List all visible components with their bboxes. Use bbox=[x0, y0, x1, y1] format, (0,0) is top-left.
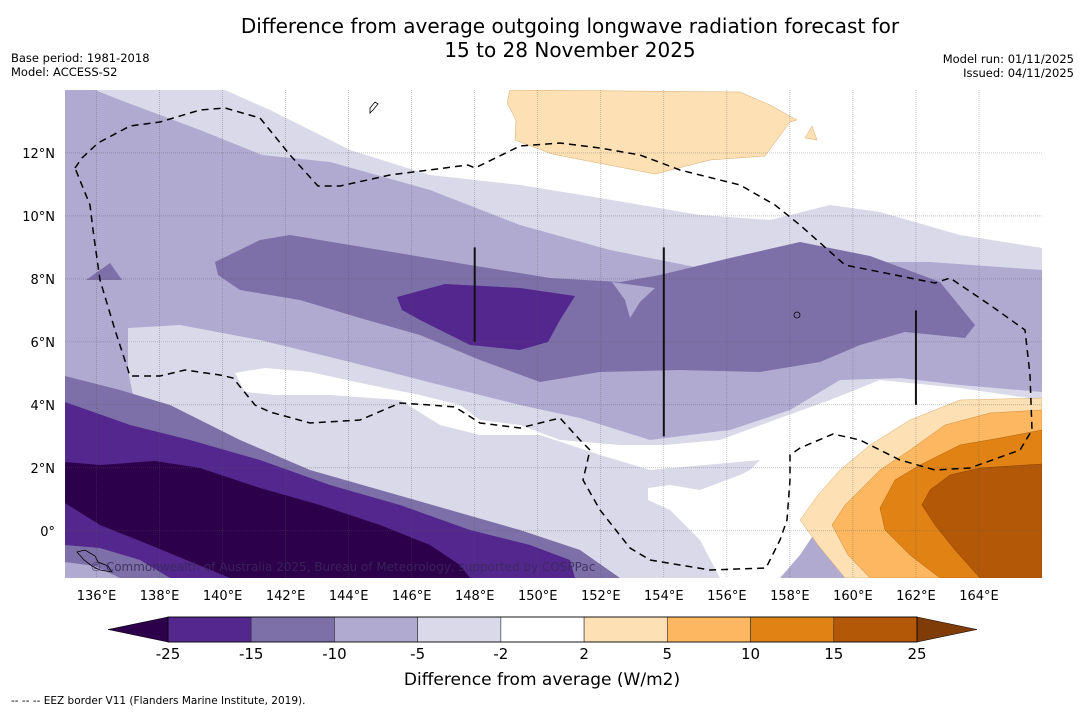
lon-tick-label: 148°E bbox=[455, 589, 495, 604]
chart-title: Difference from average outgoing longwav… bbox=[0, 14, 1085, 62]
lon-tick-label: 142°E bbox=[266, 589, 306, 604]
vertical-markers bbox=[473, 247, 917, 437]
meta-left: Base period: 1981-2018 Model: ACCESS-S2 bbox=[11, 51, 150, 79]
colorbar-tick-label: 5 bbox=[663, 645, 673, 663]
colorbar-tick-label: -2 bbox=[493, 645, 508, 663]
lon-tick-label: 152°E bbox=[581, 589, 621, 604]
map-area: © Commonwealth of Australia 2025, Bureau… bbox=[65, 90, 1042, 578]
contour-fill-small-patch bbox=[86, 263, 122, 280]
colorbar-segment bbox=[583, 616, 668, 643]
contour-fill--15-to--10-central bbox=[215, 235, 975, 382]
latitude-tick-labels: 12°N 10°N 8°N 6°N 4°N 2°N 0° bbox=[22, 147, 55, 540]
lon-tick-label: 162°E bbox=[896, 589, 936, 604]
lat-tick-label: 10°N bbox=[22, 210, 55, 225]
colorbar-segment bbox=[334, 616, 418, 643]
contour-fill-15-to-25-southeast bbox=[921, 463, 1042, 578]
colorbar-tick-label: 25 bbox=[907, 645, 926, 663]
title-line-1: Difference from average outgoing longwav… bbox=[240, 14, 900, 38]
island-outline bbox=[76, 549, 113, 573]
lon-tick-label: 150°E bbox=[518, 589, 558, 604]
colorbar-tick-label: 2 bbox=[579, 645, 589, 663]
colorbar-tick-label: -5 bbox=[410, 645, 425, 663]
colorbar-over-arrow bbox=[916, 616, 978, 643]
lon-tick-label: 158°E bbox=[770, 589, 810, 604]
eez-footnote: -- -- -- EEZ border V11 (Flanders Marine… bbox=[11, 695, 306, 707]
colorbar-segment bbox=[833, 616, 918, 643]
lat-tick-label: 6°N bbox=[31, 336, 56, 351]
copyright-text: © Commonwealth of Australia 2025, Bureau… bbox=[90, 560, 595, 574]
lat-tick-label: 0° bbox=[40, 525, 55, 540]
lon-tick-label: 144°E bbox=[329, 589, 369, 604]
colorbar-tick-label: 15 bbox=[824, 645, 843, 663]
colorbar: -25 -15 -10 -5 -2 2 5 10 15 25 bbox=[107, 616, 978, 663]
colorbar-segment bbox=[667, 616, 751, 643]
contour-fill--25-to--15-core bbox=[397, 284, 575, 350]
issued-date: Issued: 04/11/2025 bbox=[963, 66, 1074, 80]
base-period: Base period: 1981-2018 bbox=[11, 51, 150, 65]
colorbar-segment bbox=[250, 616, 335, 643]
lon-tick-label: 146°E bbox=[392, 589, 432, 604]
lon-tick-label: 140°E bbox=[203, 589, 243, 604]
island-outline bbox=[369, 101, 379, 114]
contour-fill--2-to-2-south bbox=[235, 368, 1042, 578]
lon-tick-label: 154°E bbox=[644, 589, 684, 604]
colorbar-title: Difference from average (W/m2) bbox=[404, 670, 680, 690]
colorbar-segment bbox=[500, 616, 585, 643]
meta-right: Model run: 01/11/2025 Issued: 04/11/2025 bbox=[943, 52, 1074, 80]
longitude-tick-labels: 136°E 138°E 140°E 142°E 144°E 146°E 148°E 150°E… bbox=[77, 589, 999, 604]
contour-fill-bottom-left-light bbox=[65, 562, 120, 578]
lon-tick-label: 160°E bbox=[833, 589, 873, 604]
island-outline bbox=[793, 311, 801, 319]
colorbar-tick-label: 10 bbox=[741, 645, 760, 663]
colorbar-tick-label: -15 bbox=[239, 645, 264, 663]
lat-tick-label: 2°N bbox=[31, 462, 56, 477]
lat-tick-label: 4°N bbox=[31, 399, 56, 414]
colorbar-frame bbox=[167, 616, 918, 643]
lat-tick-label: 12°N bbox=[22, 147, 55, 162]
colorbar-segment bbox=[417, 616, 502, 643]
colorbar-segment bbox=[167, 616, 252, 643]
lon-tick-label: 164°E bbox=[959, 589, 999, 604]
lon-tick-label: 156°E bbox=[707, 589, 747, 604]
colorbar-under-arrow bbox=[107, 616, 169, 643]
model-name: Model: ACCESS-S2 bbox=[11, 65, 118, 79]
colorbar-tick-label: -25 bbox=[156, 645, 181, 663]
lon-tick-label: 136°E bbox=[77, 589, 117, 604]
title-line-2: 15 to 28 November 2025 bbox=[444, 38, 696, 62]
contour-fill-below--25 bbox=[65, 461, 470, 578]
lon-tick-label: 138°E bbox=[140, 589, 180, 604]
colorbar-tick-label: -10 bbox=[322, 645, 347, 663]
contour-notch bbox=[612, 282, 655, 318]
lat-tick-label: 8°N bbox=[31, 273, 56, 288]
model-run: Model run: 01/11/2025 bbox=[942, 52, 1074, 66]
colorbar-segment bbox=[750, 616, 835, 643]
